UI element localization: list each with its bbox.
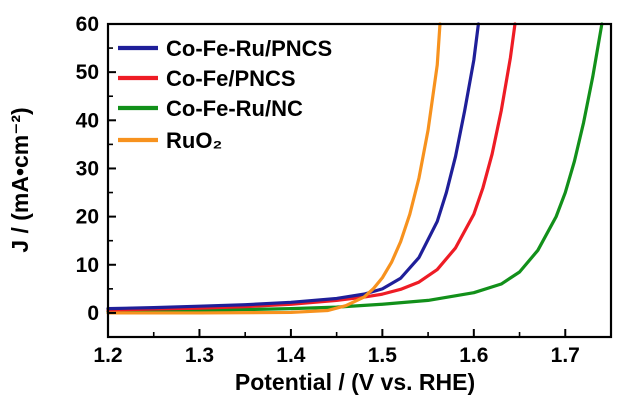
series-line-0 <box>106 22 480 311</box>
legend-label: Co-Fe-Ru/NC <box>166 96 303 121</box>
x-tick-label: 1.2 <box>93 344 122 367</box>
legend-label: Co-Fe/PNCS <box>166 66 296 91</box>
series-line-3 <box>106 22 442 315</box>
legend-label: Co-Fe-Ru/PNCS <box>166 36 332 61</box>
plot-frame <box>106 22 613 339</box>
series-line-2 <box>106 22 604 314</box>
x-axis-title: Potential / (V vs. RHE) <box>235 369 475 395</box>
x-tick-label: 1.6 <box>459 344 488 367</box>
legend-label: RuO₂ <box>166 128 222 153</box>
legend: Co-Fe-Ru/PNCS Co-Fe/PNCS Co-Fe-Ru/NC RuO₂ <box>118 36 332 153</box>
y-tick-label: 40 <box>76 109 99 132</box>
x-tick-label: 1.7 <box>551 344 580 367</box>
axis-ticks: 1.2 1.3 1.4 1.5 1.6 1.7 0 10 20 30 40 50 60 <box>76 13 580 367</box>
y-tick-label: 0 <box>87 302 99 325</box>
x-tick-label: 1.4 <box>276 344 306 367</box>
x-tick-label: 1.5 <box>368 344 398 367</box>
y-axis-title: J / (mA•cm⁻²) <box>7 107 33 252</box>
x-tick-label: 1.3 <box>185 344 214 367</box>
y-tick-label: 30 <box>76 157 99 180</box>
series-lines <box>106 22 604 315</box>
y-tick-label: 10 <box>76 254 99 277</box>
y-tick-label: 60 <box>76 13 99 36</box>
y-tick-label: 50 <box>76 61 99 84</box>
series-line-1 <box>106 22 517 312</box>
y-tick-label: 20 <box>76 206 99 229</box>
